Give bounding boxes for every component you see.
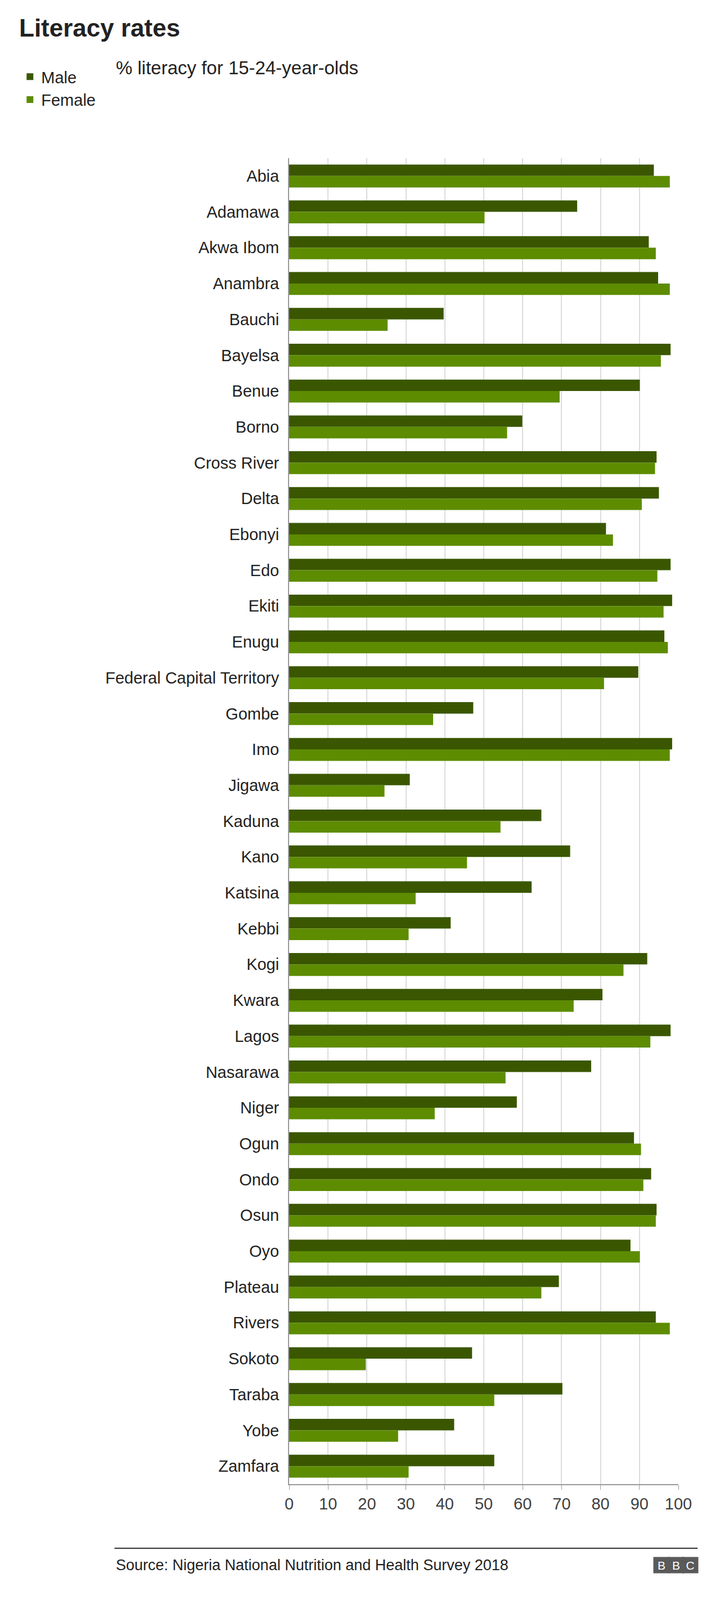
svg-text:Kano: Kano	[240, 847, 279, 866]
svg-text:60: 60	[513, 1494, 532, 1513]
svg-text:Benue: Benue	[231, 381, 279, 400]
svg-text:Bauchi: Bauchi	[229, 310, 280, 329]
svg-text:Imo: Imo	[252, 740, 279, 759]
svg-text:Male: Male	[41, 68, 77, 87]
svg-text:50: 50	[474, 1494, 493, 1513]
svg-text:Edo: Edo	[250, 561, 280, 580]
svg-text:Abia: Abia	[246, 167, 280, 186]
svg-text:Kwara: Kwara	[232, 991, 280, 1010]
svg-text:Kebbi: Kebbi	[237, 919, 279, 938]
svg-text:Cross River: Cross River	[194, 453, 280, 472]
svg-text:Enugu: Enugu	[231, 632, 279, 651]
svg-text:Adamawa: Adamawa	[206, 203, 280, 222]
svg-text:Literacy rates: Literacy rates	[19, 14, 180, 42]
svg-text:0: 0	[284, 1494, 294, 1513]
svg-text:30: 30	[396, 1494, 415, 1513]
svg-text:Rivers: Rivers	[232, 1313, 279, 1332]
svg-text:Gombe: Gombe	[225, 704, 279, 723]
svg-text:70: 70	[552, 1494, 571, 1513]
svg-text:Jigawa: Jigawa	[228, 776, 280, 795]
svg-text:Ekiti: Ekiti	[248, 596, 279, 615]
svg-text:10: 10	[318, 1494, 337, 1513]
svg-text:Zamfara: Zamfara	[218, 1456, 280, 1475]
svg-text:Anambra: Anambra	[213, 274, 281, 293]
svg-text:40: 40	[435, 1494, 454, 1513]
svg-text:Delta: Delta	[240, 489, 280, 508]
svg-text:Niger: Niger	[240, 1098, 280, 1117]
svg-text:Kogi: Kogi	[246, 955, 279, 974]
svg-text:Female: Female	[41, 91, 96, 110]
svg-text:Oyo: Oyo	[249, 1242, 279, 1260]
svg-text:Bayelsa: Bayelsa	[221, 346, 280, 365]
svg-text:Nasarawa: Nasarawa	[205, 1063, 280, 1082]
svg-text:Source: Nigeria National Nutri: Source: Nigeria National Nutrition and H…	[115, 1556, 509, 1574]
svg-text:B: B	[657, 1558, 666, 1572]
svg-text:Federal Capital Territory: Federal Capital Territory	[105, 668, 279, 687]
svg-text:% literacy for 15-24-year-olds: % literacy for 15-24-year-olds	[115, 57, 359, 79]
svg-text:Lagos: Lagos	[234, 1027, 279, 1046]
svg-text:Osun: Osun	[240, 1206, 279, 1224]
svg-text:80: 80	[591, 1494, 610, 1513]
svg-text:Ondo: Ondo	[239, 1170, 279, 1189]
svg-text:20: 20	[357, 1494, 376, 1513]
svg-text:Ogun: Ogun	[239, 1134, 279, 1153]
svg-text:Sokoto: Sokoto	[228, 1349, 279, 1368]
svg-text:Kaduna: Kaduna	[222, 812, 280, 831]
svg-text:90: 90	[630, 1494, 649, 1513]
svg-text:Akwa Ibom: Akwa Ibom	[198, 238, 279, 257]
svg-text:Ebonyi: Ebonyi	[229, 525, 280, 544]
svg-text:C: C	[685, 1558, 695, 1572]
svg-text:Yobe: Yobe	[242, 1421, 279, 1440]
svg-text:Borno: Borno	[235, 417, 279, 436]
svg-text:100: 100	[664, 1494, 692, 1513]
svg-text:Taraba: Taraba	[229, 1385, 281, 1404]
svg-text:B: B	[672, 1558, 681, 1572]
svg-text:Plateau: Plateau	[223, 1278, 279, 1296]
svg-text:Katsina: Katsina	[224, 883, 280, 902]
